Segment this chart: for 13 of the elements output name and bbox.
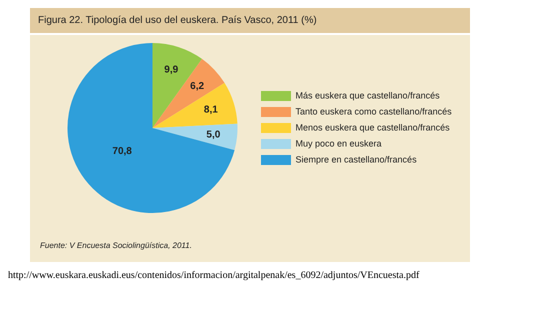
- data-label: 9,9: [164, 64, 179, 76]
- data-label: 5,0: [206, 129, 221, 140]
- chart-title: Figura 22. Tipología del uso del euskera. País Vasco, 2011 (%): [30, 8, 470, 33]
- legend-label: Menos euskera que castellano/francés: [296, 122, 450, 132]
- source-note: Fuente: V Encuesta Sociolingüística, 2011.: [40, 241, 192, 250]
- legend-label: Tanto euskera como castellano/francés: [296, 106, 452, 116]
- data-label: 70,8: [112, 146, 132, 158]
- legend-label: Siempre en castellano/francés: [296, 154, 418, 164]
- legend-label: Más euskera que castellano/francés: [296, 90, 440, 100]
- data-label: 6,2: [190, 80, 204, 92]
- legend-label: Muy poco en euskera: [296, 138, 382, 148]
- data-label: 8,1: [204, 104, 218, 116]
- text: http://www.euskara.euskadi.eus/contenidos/informacion/argitalpenak/es_6092/adjuntos/VEncuesta.pdf: [8, 270, 420, 281]
